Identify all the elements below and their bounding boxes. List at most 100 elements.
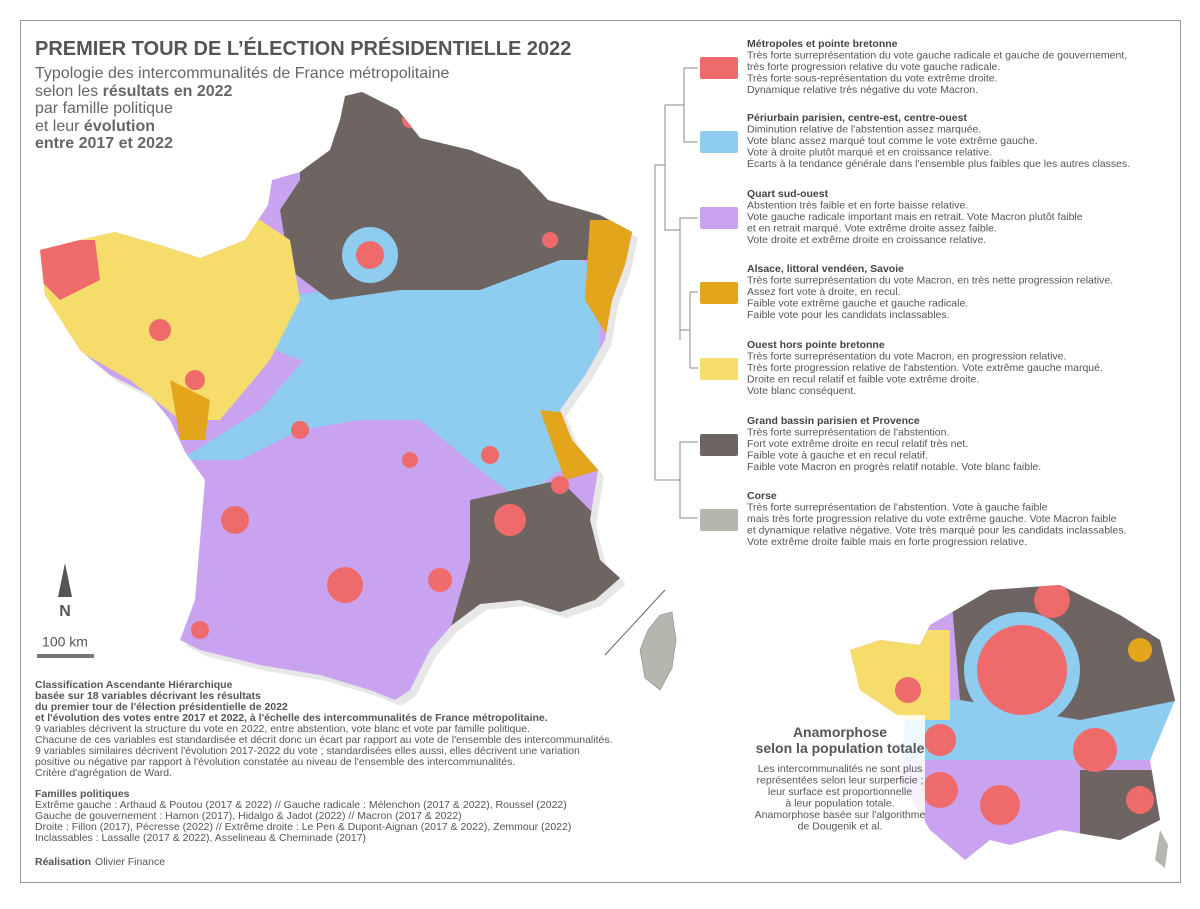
inset-line: Anamorphose basée sur l'algorithme: [755, 809, 926, 821]
notes: Classification Ascendante Hiérarchiqueba…: [35, 679, 613, 868]
ana-lille: [1034, 585, 1070, 618]
ana-corsica: [1155, 830, 1168, 868]
rennes: [149, 319, 171, 341]
subtitle-text: et leur: [35, 118, 84, 135]
legend-line: Vote blanc conséquent.: [747, 385, 856, 397]
clermont: [481, 446, 499, 464]
legend-line: et dynamique relative négative. Vote trè…: [747, 525, 1126, 537]
ana-toulouse: [980, 785, 1020, 825]
legend-line: Faible vote extrême gauche et gauche rad…: [747, 298, 968, 310]
inset-title: selon la population totale: [756, 740, 925, 756]
legend-line: Écarts à la tendance générale dans l'ens…: [747, 157, 1130, 170]
ana-bordeaux: [922, 772, 958, 808]
ana-rennes: [895, 677, 921, 703]
dendrogram: [654, 67, 698, 519]
legend-line: Vote blanc assez marqué tout comme le vo…: [747, 135, 1038, 147]
parties-line: Inclassables : Lassalle (2017 & 2022), A…: [35, 832, 366, 844]
legend-line: Vote droite et extrême droite en croissa…: [747, 234, 986, 246]
subtitle-bold: évolution: [84, 118, 155, 135]
legend-line: Droite en recul relatif et faible vote e…: [747, 374, 979, 386]
legend-line: Faible vote Macron en progrès relatif no…: [747, 461, 1041, 473]
legend-line: Très forte surreprésentation de l'absten…: [747, 427, 949, 439]
legend-title: Corse: [747, 490, 777, 502]
title: PREMIER TOUR DE L’ÉLECTION PRÉSIDENTIELL…: [35, 37, 571, 60]
subtitle-line: entre 2017 et 2022: [35, 135, 173, 152]
method-line: 9 variables similaires décrivent l'évolu…: [35, 745, 580, 757]
subtitle-line: Typologie des intercommunalités de Franc…: [35, 65, 450, 82]
legend-line: Fort vote extrême droite en recul relati…: [747, 438, 968, 450]
ana-alsace: [1128, 638, 1152, 662]
legend-swatch: [700, 358, 738, 380]
subtitle-line: selon les résultats en 2022: [35, 83, 233, 100]
subtitle-text: selon les: [35, 83, 103, 100]
legend-line: très forte progression relative du vote …: [747, 61, 1000, 73]
legend-line: et en retrait marqué. Vote extrême droit…: [747, 223, 997, 235]
parties-line: Gauche de gouvernement : Hamon (2017), H…: [35, 810, 462, 822]
inset-line: Les intercommunalités ne sont plus: [758, 763, 923, 775]
legend-title: Périurbain parisien, centre-est, centre-…: [747, 112, 967, 124]
legend-line: Dynamique relative très négative du vote…: [747, 84, 978, 96]
legend-line: Vote gauche radicale important mais en r…: [747, 211, 1083, 223]
legend-title: Alsace, littoral vendéen, Savoie: [747, 263, 904, 275]
toulouse: [327, 567, 363, 603]
lyon: [494, 504, 526, 536]
ana-nantes: [924, 724, 956, 756]
legend-line: Très forte surreprésentation de l'absten…: [747, 502, 1048, 514]
ana-south-east: [1080, 770, 1175, 850]
legend-title: Grand bassin parisien et Provence: [747, 415, 920, 427]
method-bold: du premier tour de l'élection présidenti…: [35, 701, 288, 713]
legend-swatch: [700, 207, 738, 229]
method-bold: et l'évolution des votes entre 2017 et 2…: [35, 712, 548, 724]
ana-lyon: [1073, 728, 1117, 772]
subtitle-text: par famille politique: [35, 100, 173, 117]
frame: [20, 20, 1181, 883]
limoges: [402, 452, 418, 468]
inset-line: à leur population totale.: [785, 798, 894, 810]
north-arrow: [58, 563, 72, 597]
legend-title: Ouest hors pointe bretonne: [747, 339, 885, 351]
pau: [191, 621, 209, 639]
ana-marseille: [1126, 786, 1154, 814]
subtitle-text: Typologie des intercommunalités de Franc…: [35, 65, 450, 82]
legend-line: Vote extrême droite faible mais en forte…: [747, 536, 1027, 548]
poitiers: [291, 421, 309, 439]
legend-line: Très forte surreprésentation du vote Mac…: [747, 351, 1066, 363]
legend-line: Assez fort vote à droite, en recul.: [747, 286, 901, 298]
ana-paris: [977, 625, 1067, 715]
method-bold: Classification Ascendante Hiérarchique: [35, 679, 233, 691]
legend-line: Très forte sous-représentation du vote e…: [747, 73, 998, 85]
nantes: [185, 370, 205, 390]
method-line: Critère d'agrégation de Ward.: [35, 767, 172, 779]
paris: [356, 241, 384, 269]
legend-title: Métropoles et pointe bretonne: [747, 38, 898, 50]
legend-line: Vote à droite plutôt marqué et en croiss…: [747, 147, 992, 159]
legend-line: Abstention très faible et en forte baiss…: [747, 200, 968, 212]
parties-line: Droite : Fillon (2017), Pécresse (2022) …: [35, 821, 571, 833]
legend-swatch: [700, 282, 738, 304]
subtitle-line: et leur évolution: [35, 118, 155, 135]
grenoble: [551, 476, 569, 494]
legend-swatch: [700, 509, 738, 531]
inset-line: leur surface est proportionnelle: [768, 786, 912, 798]
credit-label: Réalisation: [35, 856, 91, 868]
region-vendee: [170, 380, 210, 440]
scale-label: 100 km: [42, 634, 88, 650]
legend-swatch: [700, 57, 738, 79]
method-line: positive ou négative par rapport à l'évo…: [35, 756, 515, 768]
north-label: N: [59, 603, 71, 620]
inset-title: Anamorphose: [793, 724, 887, 740]
legend-line: Très forte surreprésentation du vote gau…: [747, 50, 1127, 62]
inset-line: représentées selon leur surperficie ;: [757, 775, 924, 787]
corsica: [639, 611, 677, 691]
legend-swatch: [700, 131, 738, 153]
legend-title: Quart sud-ouest: [747, 188, 829, 200]
legend-line: Faible vote pour les candidats inclassab…: [747, 309, 950, 321]
credit: Réalisation Olivier Finance: [35, 856, 165, 868]
legend-line: Diminution relative de l'abstention asse…: [747, 124, 981, 136]
bordeaux: [221, 506, 249, 534]
legend-line: Très forte surreprésentation du vote Mac…: [747, 275, 1113, 287]
subtitle-line: par famille politique: [35, 100, 173, 117]
